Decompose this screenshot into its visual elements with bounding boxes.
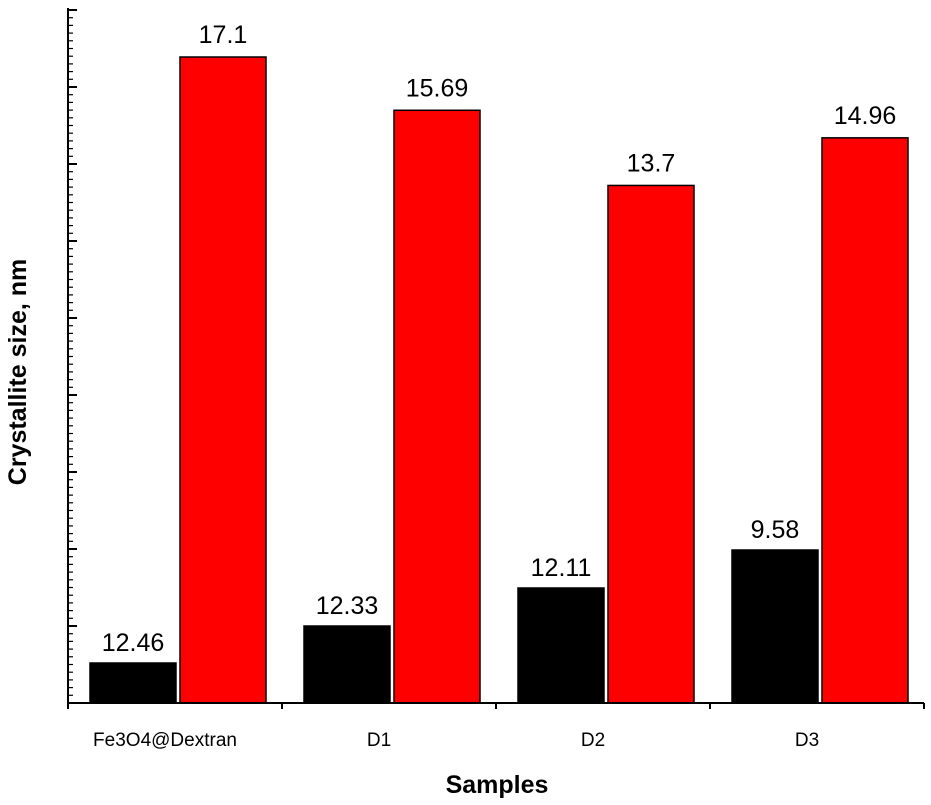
bar-series-1 <box>731 549 819 704</box>
data-label: 13.7 <box>627 149 676 177</box>
data-label: 14.96 <box>834 102 897 130</box>
data-label: 17.1 <box>199 21 248 49</box>
x-tick-labels: Fe3O4@Dextran D1 D2 D3 <box>93 730 819 751</box>
data-label: 9.58 <box>751 516 800 544</box>
bar-series-1 <box>517 587 605 704</box>
bar-series-2 <box>393 109 481 704</box>
x-tick-label: Fe3O4@Dextran <box>93 730 237 751</box>
data-label: 15.69 <box>406 74 469 102</box>
x-tick-label: D2 <box>581 730 605 751</box>
x-tick-label: D1 <box>367 730 391 751</box>
data-label: 12.33 <box>316 592 379 620</box>
data-label: 12.11 <box>531 554 592 582</box>
value-labels: 12.46 17.1 12.33 15.69 12.11 13.7 9.58 14.96 <box>102 21 897 657</box>
bar-series-2 <box>607 184 695 704</box>
bars <box>89 56 909 704</box>
y-axis-title: Crystallite size, nm <box>4 259 32 485</box>
bar-series-1 <box>89 662 177 704</box>
bar-series-2 <box>179 56 267 704</box>
y-axis-ticks <box>68 9 77 704</box>
x-axis-title: Samples <box>446 771 549 799</box>
bar-series-1 <box>303 625 391 704</box>
data-label: 12.46 <box>102 629 165 657</box>
bar-series-2 <box>821 137 909 704</box>
x-tick-label: D3 <box>795 730 819 751</box>
